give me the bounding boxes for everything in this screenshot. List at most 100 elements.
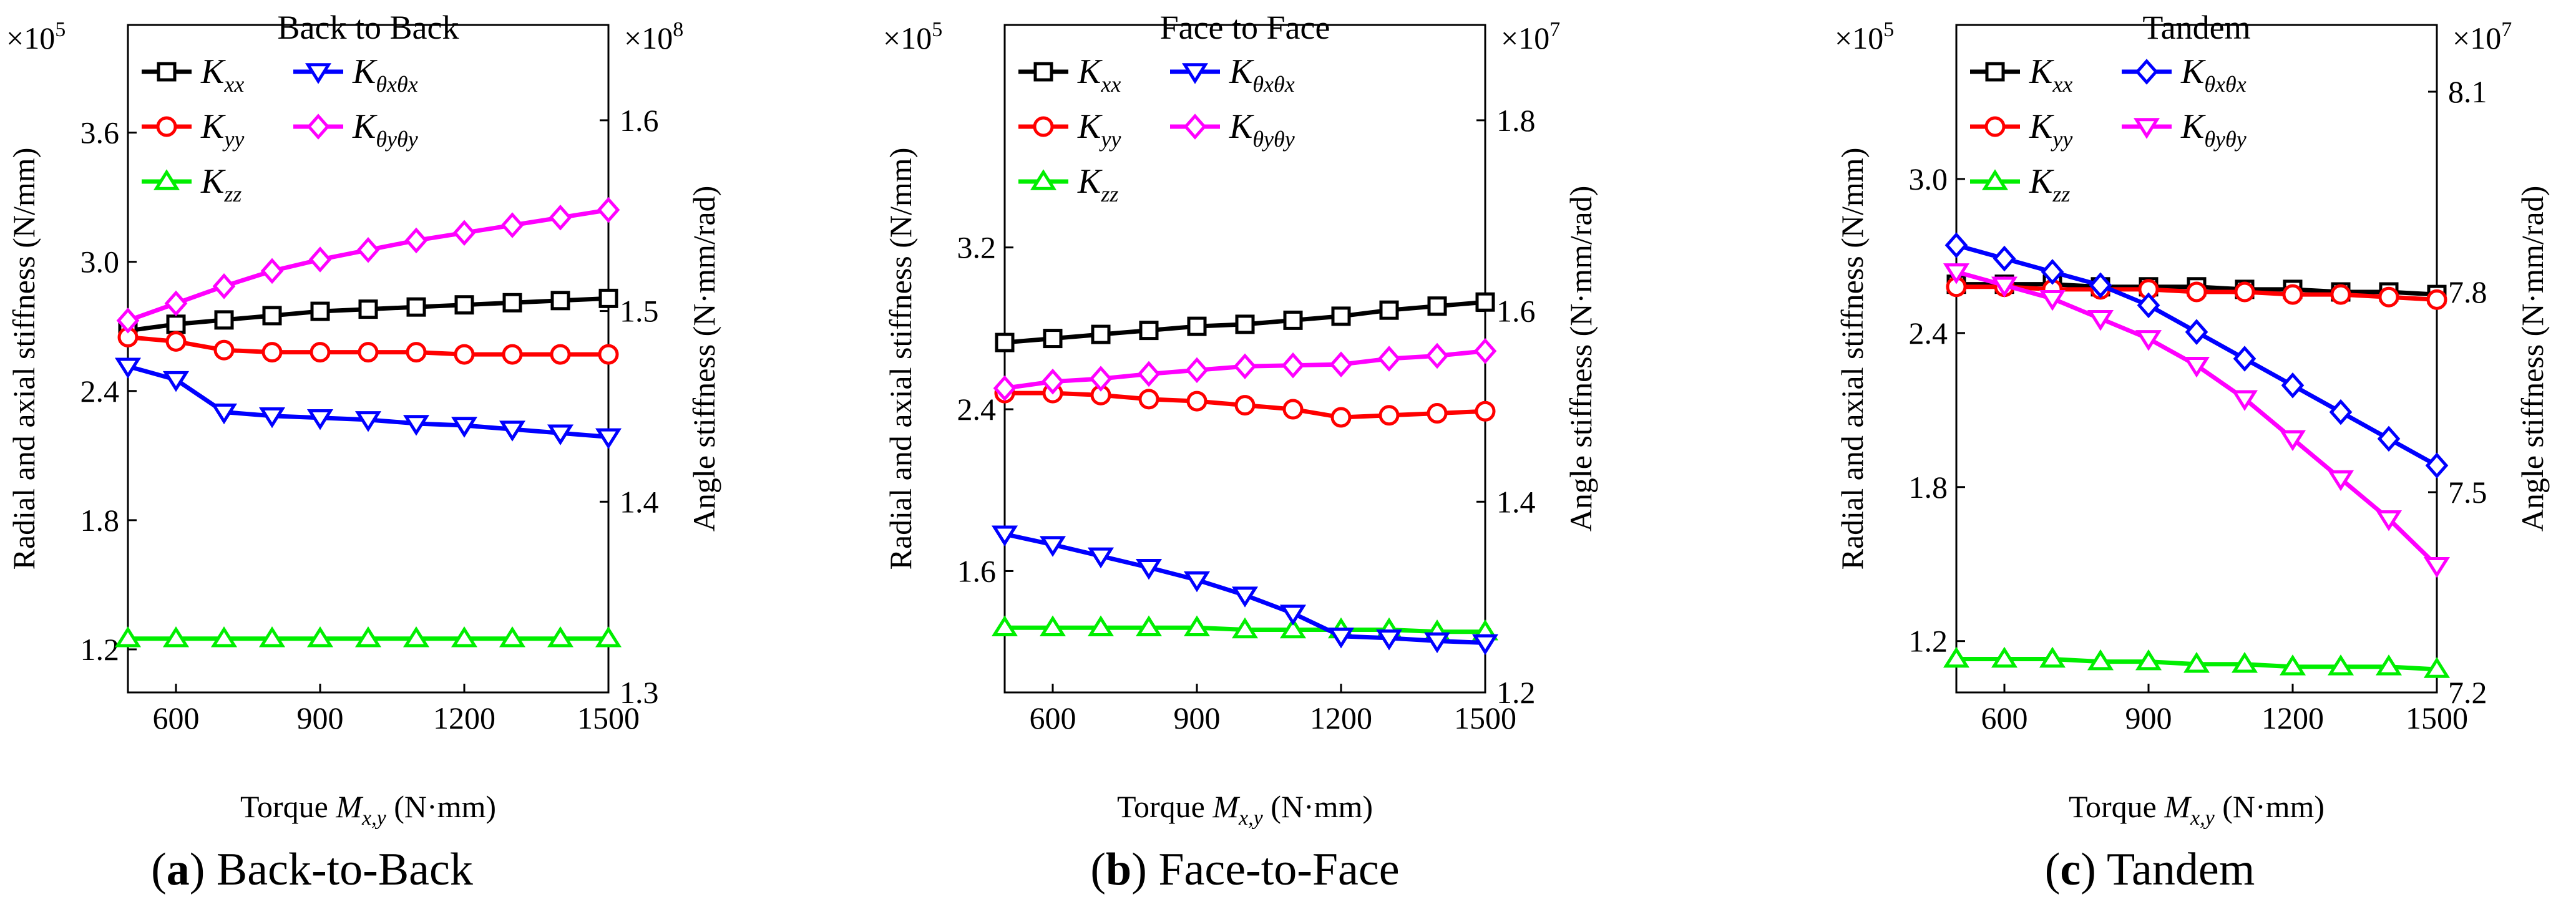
data-point (1993, 245, 2016, 272)
data-point (2281, 372, 2305, 399)
series-K_θxθx (991, 525, 1499, 656)
y-left-tick-label: 3.2 (957, 230, 997, 265)
data-point (306, 626, 334, 648)
legend-label: Kxx (2029, 52, 2072, 97)
y-left-tick-label: 1.2 (1909, 624, 1948, 659)
data-point (454, 295, 474, 315)
legend-label: Kθxθx (1229, 52, 1295, 97)
series-K_zz (991, 615, 1499, 641)
y-right-tick-label: 1.8 (1496, 103, 1536, 138)
data-point (164, 290, 188, 317)
x-axis-label-var: M (335, 789, 363, 824)
data-point (1183, 615, 1211, 636)
data-point (1330, 407, 1352, 428)
legend-swatch-marker (2133, 118, 2160, 139)
y-right-label: Angle stiffness (N·mm/rad) (2515, 186, 2550, 532)
y-left-tick-label: 2.4 (957, 392, 997, 427)
data-point (1375, 629, 1403, 651)
x-axis-label-suffix: (N·mm) (386, 789, 496, 824)
legend-swatch-marker (306, 114, 330, 140)
legend-label-sub: θyθy (2204, 127, 2246, 152)
legend-label: Kθxθx (352, 52, 418, 97)
legend: Kxx Kyy Kzz Kθxθx Kθyθy (142, 52, 418, 206)
data-point (2279, 654, 2306, 676)
data-point (991, 525, 1018, 546)
data-point (547, 424, 574, 445)
legend-swatch-marker (1033, 116, 1054, 137)
chart-b: 600 900 1200 1500 1.6 2.4 3.2 1.2 1.4 1.6 1.8 Face … (883, 9, 1598, 830)
y-right-tick-label: 7.2 (2448, 675, 2487, 710)
data-point (454, 344, 475, 365)
data-point (2135, 330, 2162, 351)
data-point (214, 310, 234, 330)
legend-label-sub: xx (1100, 72, 1121, 97)
x-tick-label: 600 (1030, 701, 1076, 735)
data-point (550, 344, 571, 365)
data-point (1279, 604, 1307, 626)
data-point (2087, 649, 2114, 671)
data-point (308, 246, 332, 273)
data-point (2135, 649, 2162, 671)
legend-label-sub: xx (2052, 72, 2072, 97)
data-point (1991, 276, 2018, 298)
data-point (1185, 357, 1209, 384)
y-left-multiplier: ×105 (6, 18, 66, 56)
data-point (1089, 366, 1113, 392)
data-point (210, 626, 238, 648)
data-point (1087, 547, 1115, 569)
data-point (1425, 342, 1449, 369)
data-point (1379, 300, 1399, 320)
legend-label: Kθyθy (2180, 107, 2247, 152)
data-point (306, 409, 334, 430)
x-axis-label: Torque Mx,y (N·mm) (2069, 789, 2325, 830)
data-point (2330, 284, 2351, 305)
y-left-tick-label: 2.4 (1909, 316, 1948, 351)
chart-title: Back to Back (278, 9, 459, 46)
x-tick-label: 900 (2125, 701, 2172, 735)
data-point (210, 403, 238, 425)
data-point (2425, 452, 2449, 478)
x-axis-label-var: M (2164, 789, 2192, 824)
data-point (1187, 316, 1207, 336)
x-tick-label: 1200 (2261, 701, 2324, 735)
data-point (993, 375, 1017, 402)
data-point (2279, 430, 2306, 452)
y-right-tick-label: 1.2 (1496, 675, 1536, 710)
legend-swatch-marker (1181, 63, 1209, 84)
data-point (2183, 652, 2210, 673)
legend-label: Kzz (200, 162, 242, 206)
y-right-tick-label: 1.4 (620, 484, 659, 519)
data-point (261, 342, 283, 363)
legend-label: Kzz (1077, 162, 1118, 206)
legend-label-sub: θyθy (1252, 127, 1294, 152)
data-point (1135, 559, 1163, 580)
x-axis-label-sub: x,y (361, 807, 387, 830)
caption-b-text: Face-to-Face (1158, 844, 1400, 895)
legend-label: Kθyθy (352, 107, 418, 152)
y-right-multiplier-exponent: 7 (2501, 18, 2512, 41)
data-point (2089, 272, 2112, 299)
data-point (2185, 319, 2208, 345)
legend-label: Kyy (2029, 107, 2072, 152)
legend-swatch-marker (1981, 169, 2009, 190)
legend-label-sub: θyθy (376, 127, 417, 152)
data-point (1329, 351, 1353, 377)
y-right-tick-label: 1.6 (1496, 294, 1536, 329)
data-point (258, 407, 286, 429)
legend-label-sub: yy (2051, 127, 2072, 152)
y-left-multiplier-exponent: 5 (932, 18, 942, 41)
legend-swatch-marker (1030, 169, 1057, 190)
data-point (1233, 353, 1257, 380)
data-point (258, 626, 286, 648)
data-point (1473, 337, 1497, 364)
data-point (2234, 281, 2255, 303)
data-point (2282, 284, 2303, 305)
series-K_θxθx (1944, 232, 2449, 478)
plot-frame (1955, 24, 2438, 694)
y-left-tick-label: 1.6 (957, 553, 997, 588)
data-point (1231, 617, 1259, 639)
caption-c: (c) Tandem (2044, 844, 2255, 895)
data-point (1327, 628, 1355, 649)
data-point (547, 626, 574, 648)
x-axis-label-sub: x,y (1238, 807, 1264, 830)
